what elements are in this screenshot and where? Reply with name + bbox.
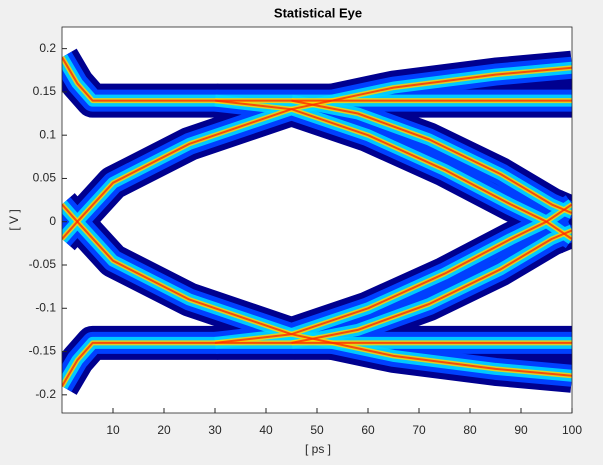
y-tick-label: 0.05	[33, 171, 57, 185]
x-tick-label: 20	[157, 423, 171, 437]
eye-trace	[214, 203, 572, 344]
x-tick-label: 10	[106, 423, 120, 437]
x-tick-label: 100	[562, 423, 582, 437]
y-tick-label: -0.05	[29, 257, 57, 271]
y-tick-label: 0.15	[33, 84, 57, 98]
x-tick-label: 50	[310, 423, 324, 437]
eye-trace	[291, 99, 572, 215]
y-tick-label: 0	[49, 214, 56, 228]
eye-density	[62, 48, 572, 395]
y-tick-label: 0.2	[39, 41, 56, 55]
y-tick-label: 0.1	[39, 127, 56, 141]
y-axis-label: [ V ]	[7, 209, 21, 230]
x-tick-label: 40	[259, 423, 273, 437]
x-axis-label: [ ps ]	[305, 442, 331, 456]
y-tick-label: -0.1	[35, 300, 56, 314]
x-tick-label: 30	[208, 423, 222, 437]
x-tick-label: 60	[361, 423, 375, 437]
x-tick-label: 80	[463, 423, 477, 437]
eye-trace	[62, 203, 572, 377]
chart-title: Statistical Eye	[274, 5, 362, 20]
eye-trace	[291, 229, 572, 344]
eye-trace	[62, 66, 572, 240]
y-tick-label: -0.15	[29, 344, 57, 358]
y-tick-label: -0.2	[35, 387, 56, 401]
x-tick-label: 90	[514, 423, 528, 437]
x-tick-label: 70	[412, 423, 426, 437]
